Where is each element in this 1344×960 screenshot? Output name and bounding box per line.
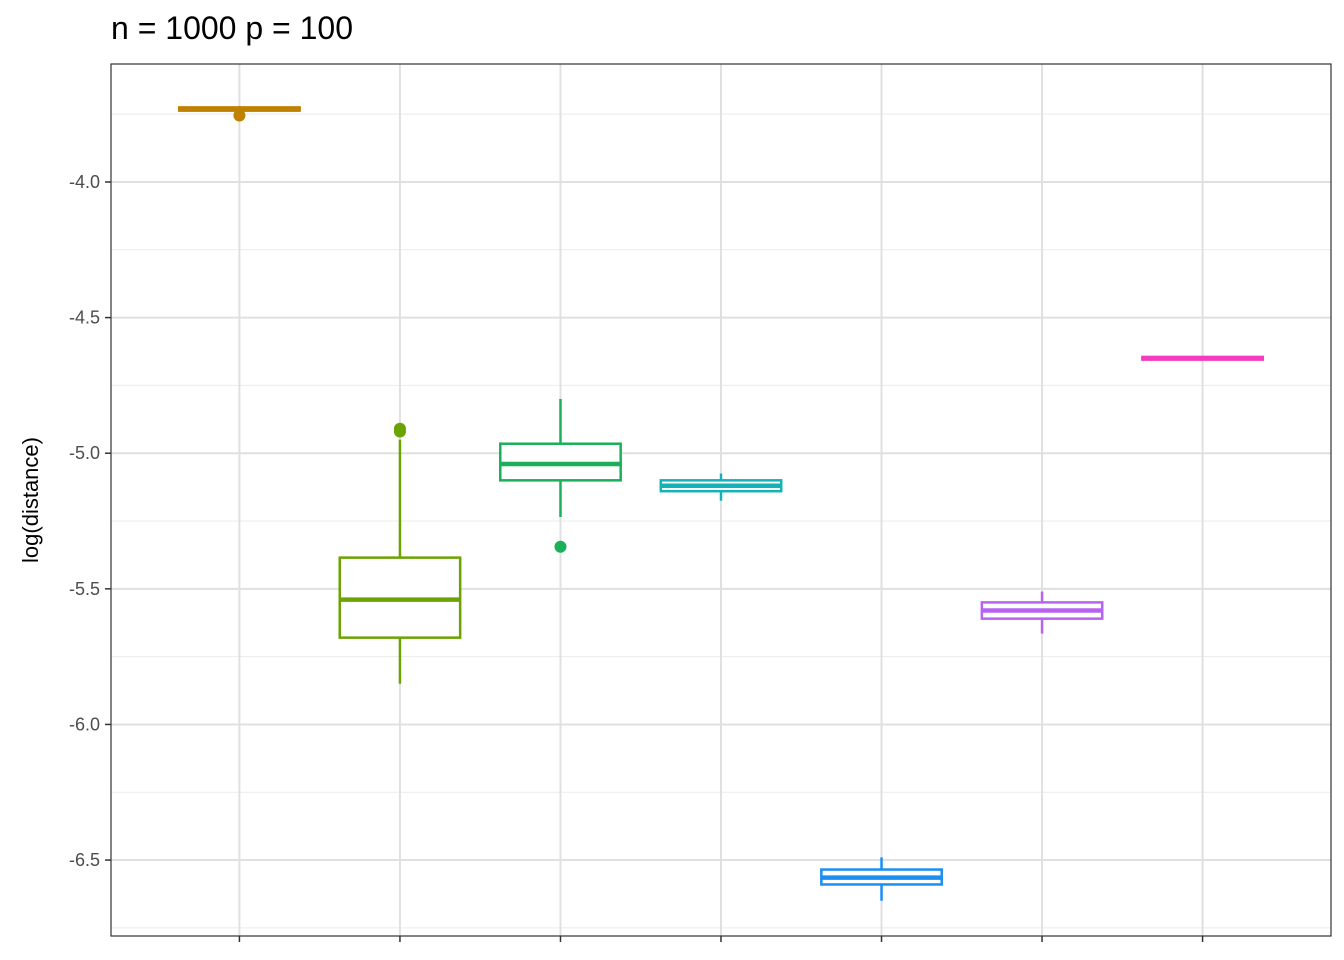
box-group (980, 591, 1104, 634)
box-group (499, 398, 622, 553)
y-axis: -4.0 -4.5 -5.0 -5.5 -6.0 -6.5 (69, 172, 1204, 942)
box-group (177, 106, 301, 122)
boxes (177, 106, 1265, 901)
y-axis-label: log(distance) (18, 437, 43, 563)
box-group (1141, 355, 1265, 361)
box-group (659, 473, 783, 501)
y-tick-label: -5.5 (69, 579, 100, 599)
outlier-point (233, 109, 246, 122)
y-tick-label: -4.0 (69, 172, 100, 192)
outlier-point (554, 540, 567, 553)
box-group (820, 857, 943, 901)
y-tick-label: -6.5 (69, 850, 100, 870)
y-tick-label: -4.5 (69, 308, 100, 328)
outlier-point (393, 425, 406, 438)
y-tick-label: -6.0 (69, 714, 100, 734)
y-tick-label: -5.0 (69, 443, 100, 463)
box-group (338, 422, 462, 684)
chart-title: n = 1000 p = 100 (111, 10, 353, 46)
